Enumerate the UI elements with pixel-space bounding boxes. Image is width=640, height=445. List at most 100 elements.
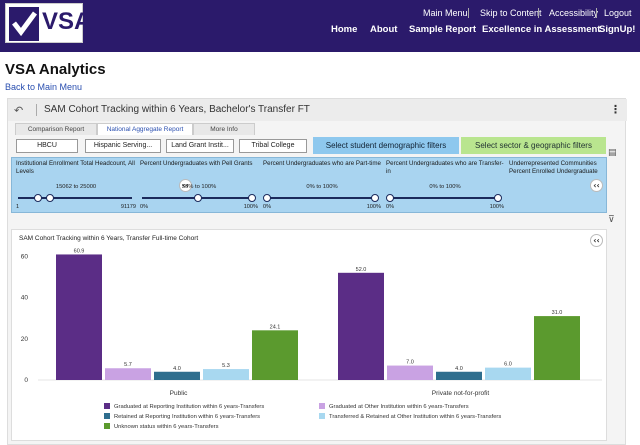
logo-text: VSA [42, 8, 92, 35]
y-tick-label: 40 [21, 295, 29, 302]
slider-max-label: 100% [366, 204, 381, 210]
bar-data-label: 31.0 [552, 310, 563, 316]
collapse-left-icon[interactable]: ‹‹ [179, 179, 192, 192]
filter-slider-2: Percent Undergraduates with Pell Grants 5… [140, 160, 258, 212]
slider-track[interactable] [18, 197, 132, 199]
bar [436, 371, 482, 380]
slider-min-handle[interactable] [263, 194, 271, 202]
bar-data-label: 24.1 [270, 324, 281, 330]
x-category-label: Private not-for-profit [432, 390, 490, 397]
filter-range-label: 50% to 100% [181, 184, 217, 190]
legend-label: Graduated at Reporting Institution withi… [114, 404, 264, 410]
slider-min-label: 1 [16, 204, 20, 210]
slider-min-label: 0% [263, 204, 272, 210]
legend-label: Unknown status within 6 years-Transfers [114, 424, 219, 430]
bar-chart: 0 20 40 60 60.9 5.7 4.0 5.3 24.1 Public 52.0 7.0 4.0… [21, 248, 602, 430]
chart-panel: SAM Cohort Tracking within 6 Years, Tran… [11, 229, 607, 441]
chip-hispanic-serving[interactable]: Hispanic Serving... [85, 139, 161, 153]
bar-data-label: 5.7 [124, 362, 132, 368]
collapse-chart-icon[interactable]: ‹‹ [590, 234, 603, 247]
top-navigation-bar: VSA Main Menu Skip to Content Accessibil… [0, 0, 640, 52]
chip-hbcu[interactable]: HBCU [16, 139, 78, 153]
divider [468, 8, 469, 18]
bar-data-label: 7.0 [406, 360, 414, 366]
legend-swatch [104, 403, 110, 409]
filter-slider-3: Percent Undergraduates who are Part-time… [263, 160, 381, 212]
filter-icon[interactable]: ⊽ [608, 215, 615, 225]
slider-min-handle[interactable] [386, 194, 394, 202]
slider-track[interactable] [265, 197, 377, 199]
slider-max-label: 100% [243, 204, 258, 210]
divider [596, 8, 597, 18]
slider-max-handle[interactable] [371, 194, 379, 202]
bar [338, 272, 384, 380]
panel-title: SAM Cohort Tracking within 6 Years, Bach… [44, 104, 310, 115]
bar-data-label: 5.3 [222, 363, 230, 369]
trash-icon[interactable]: ▤ [608, 148, 617, 158]
slider-track[interactable] [388, 197, 500, 199]
legend-label: Retained at Reporting Institution within… [114, 414, 260, 420]
y-tick-label: 20 [21, 336, 29, 343]
legend-swatch [104, 413, 110, 419]
select-sector-geographic-filters-button[interactable]: Select sector & geographic filters [461, 137, 606, 154]
nav-home[interactable]: Home [331, 24, 358, 35]
back-to-main-menu-link[interactable]: Back to Main Menu [5, 82, 83, 92]
more-options-icon[interactable]: ⋮ [610, 103, 621, 116]
tab-more-info[interactable]: More Info [193, 123, 255, 135]
bar [105, 368, 151, 380]
chip-tribal-college[interactable]: Tribal College [239, 139, 307, 153]
filter-slider-5: Underrepresented Communities Percent Enr… [509, 160, 605, 212]
y-tick-label: 60 [21, 253, 29, 260]
bar-data-label: 4.0 [173, 366, 181, 372]
bar [485, 367, 531, 380]
slider-min-label: 0% [386, 204, 395, 210]
filter-slider-1: Institutional Enrollment Total Headcount… [16, 160, 136, 212]
bar-data-label: 4.0 [455, 366, 463, 372]
slider-max-handle[interactable] [248, 194, 256, 202]
slider-min-handle[interactable] [34, 194, 43, 202]
filter-range-label: 0% to 100% [306, 184, 338, 190]
divider [538, 8, 539, 18]
legend-label: Transferred & Retained at Other Institut… [329, 414, 501, 420]
select-demographic-filters-button[interactable]: Select student demographic filters [313, 137, 459, 154]
bar [56, 254, 102, 380]
undo-icon[interactable]: ↶ [14, 104, 24, 117]
nav-about[interactable]: About [370, 24, 398, 35]
filter-title: Percent Undergraduates who are Transfer-… [386, 160, 504, 175]
nav-sample-report[interactable]: Sample Report [409, 24, 477, 35]
slider-min-handle[interactable] [194, 194, 202, 202]
nav-excellence-in-assessment[interactable]: Excellence in Assessment [482, 24, 601, 35]
vsa-logo[interactable]: VSA [5, 3, 91, 43]
legend-swatch [319, 403, 325, 409]
logout-link[interactable]: Logout [604, 8, 632, 18]
chip-land-grant[interactable]: Land Grant Instit... [166, 139, 234, 153]
checkmark-icon [9, 7, 39, 41]
bar-data-label: 6.0 [504, 362, 512, 368]
slider-max-label: 91179 [120, 204, 136, 210]
page-title: VSA Analytics [5, 61, 106, 78]
tab-national-aggregate-report[interactable]: National Aggregate Report [97, 123, 193, 135]
chart-title: SAM Cohort Tracking within 6 Years, Tran… [19, 235, 199, 242]
bar-data-label: 52.0 [356, 267, 367, 273]
bar [154, 371, 200, 380]
accessibility-link[interactable]: Accessibility [549, 8, 599, 18]
slider-max-handle[interactable] [46, 194, 55, 202]
x-category-label: Public [170, 390, 188, 397]
divider [36, 104, 37, 116]
filter-slider-4: Percent Undergraduates who are Transfer-… [386, 160, 504, 212]
bar [534, 316, 580, 380]
bar [387, 365, 433, 380]
skip-to-content-link[interactable]: Skip to Content [480, 8, 542, 18]
bar-data-label: 60.9 [74, 248, 85, 254]
nav-signup[interactable]: SignUp! [599, 24, 636, 35]
collapse-right-icon[interactable]: ‹‹ [590, 179, 603, 192]
filter-range-label: 15062 to 25000 [55, 184, 97, 190]
legend-swatch [319, 413, 325, 419]
slider-max-handle[interactable] [494, 194, 502, 202]
slider-min-label: 0% [140, 204, 149, 210]
filter-title: Institutional Enrollment Total Headcount… [16, 160, 135, 175]
bar [203, 369, 249, 380]
main-menu-link[interactable]: Main Menu [423, 8, 468, 18]
tab-comparison-report[interactable]: Comparison Report [15, 123, 97, 135]
slider-max-label: 100% [489, 204, 504, 210]
